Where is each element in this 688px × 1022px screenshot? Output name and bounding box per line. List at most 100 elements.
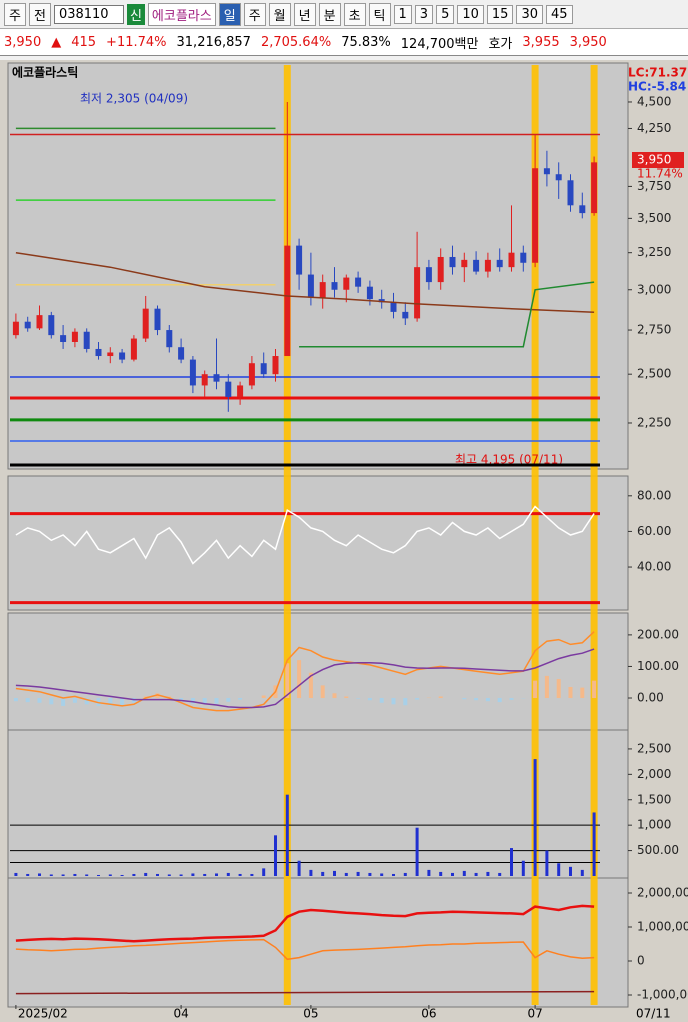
candle-body [95, 348, 102, 357]
candle-body [555, 174, 562, 181]
panel [7, 877, 629, 1008]
bar [403, 872, 407, 876]
histogram-bar [238, 698, 243, 700]
bar [38, 873, 41, 876]
x-tick-label: 05 [303, 1007, 318, 1021]
candle-body [119, 352, 126, 360]
histogram-bar [261, 695, 266, 699]
bar [333, 870, 336, 876]
bar [108, 874, 112, 876]
y-tick-label: 2,000 [637, 767, 671, 781]
bar [203, 873, 207, 876]
candle-body [414, 267, 421, 319]
last-change-label: 11.74% [637, 167, 683, 181]
candle-body [508, 252, 515, 268]
volume-pct: 2,705.64% [260, 34, 332, 50]
y-tick-label: 500.00 [637, 843, 679, 857]
bar [521, 860, 525, 876]
interval-button[interactable]: 5 [436, 4, 455, 24]
candle-body [484, 259, 491, 272]
period-button[interactable]: 년 [293, 2, 316, 26]
code-input[interactable]: 038110 [53, 4, 124, 24]
bar [179, 874, 183, 876]
market-select[interactable]: 주 [4, 2, 26, 26]
y-tick-label: 2,500 [637, 367, 671, 381]
period-button[interactable]: 일 [218, 2, 241, 26]
y-tick-label: 1,000,000 [637, 919, 688, 933]
period-button[interactable]: 초 [343, 2, 366, 26]
bar [285, 794, 289, 876]
quote-row: 3,950 ▲ 415 +11.74% 31,216,857 2,705.64%… [0, 28, 688, 56]
histogram-bar [568, 686, 573, 699]
indicator-line [15, 648, 595, 709]
ask: 3,955 [522, 34, 560, 50]
interval-button[interactable]: 3 [414, 4, 434, 24]
bar [156, 873, 159, 876]
y-tick-label: 0.00 [637, 691, 664, 705]
y-tick-label: 100.00 [637, 659, 679, 673]
bar [462, 870, 466, 876]
bar [557, 863, 561, 876]
histogram-bar [297, 660, 302, 699]
histogram-bar [509, 698, 514, 700]
bar [215, 873, 218, 876]
bar [132, 873, 136, 876]
histogram-bar [49, 698, 54, 705]
bar [167, 874, 171, 876]
indicator-line [15, 251, 595, 313]
interval-button[interactable]: 1 [393, 4, 412, 24]
interval-button[interactable]: 45 [545, 4, 573, 24]
y-tick-label: 4,250 [637, 121, 671, 135]
y-tick-label: 1,500 [637, 792, 671, 806]
y-tick-label: 3,250 [637, 245, 671, 259]
period-button[interactable]: 틱 [368, 2, 391, 26]
interval-button[interactable]: 15 [486, 4, 514, 24]
last-date: 07/11 [636, 1007, 671, 1021]
bar [73, 873, 77, 876]
indicator-line [15, 938, 595, 961]
candle-body [343, 277, 350, 290]
interval-button[interactable]: 10 [457, 4, 484, 24]
bar [309, 869, 313, 876]
histogram-bar [61, 698, 66, 706]
bar [61, 874, 65, 876]
arrow: ▲ [51, 34, 62, 50]
bar [415, 827, 419, 876]
bar [344, 872, 348, 876]
histogram-bar [37, 698, 42, 703]
panel [7, 475, 629, 611]
candle-body [520, 252, 527, 263]
histogram-bar [25, 698, 30, 703]
panel [7, 729, 629, 879]
candle-body [24, 321, 31, 329]
histogram-bar [438, 696, 443, 699]
stock-name: 에코플라스 [147, 2, 216, 26]
chart: 에코플라스틱 최저 2,305 (04/09) 최고 4,195 (07/11)… [0, 60, 688, 1022]
candle-body [366, 286, 373, 300]
bar [427, 869, 431, 876]
bar [238, 873, 242, 876]
bar [49, 874, 53, 876]
candle-body [189, 359, 196, 386]
candle-body [449, 256, 456, 268]
y-tick-label: 4,500 [637, 94, 671, 108]
bar [144, 872, 148, 876]
bar [380, 873, 384, 876]
candle-body [567, 180, 574, 206]
candle-body [307, 274, 314, 298]
x-tick-label: 07 [527, 1007, 542, 1021]
histogram-bar [344, 696, 349, 699]
period-button[interactable]: 주 [243, 2, 266, 26]
candle-body [390, 302, 397, 312]
x-tick-label: 2025/02 [18, 1007, 68, 1021]
period-button[interactable]: 월 [268, 2, 291, 26]
candle-body [130, 338, 137, 360]
period-button[interactable]: 분 [318, 2, 341, 26]
mode-button[interactable]: 전 [28, 2, 51, 26]
signal-highlight [283, 65, 291, 1005]
bar [14, 872, 18, 876]
histogram-bar [367, 698, 372, 701]
interval-button[interactable]: 30 [516, 4, 543, 24]
bar [545, 850, 549, 876]
